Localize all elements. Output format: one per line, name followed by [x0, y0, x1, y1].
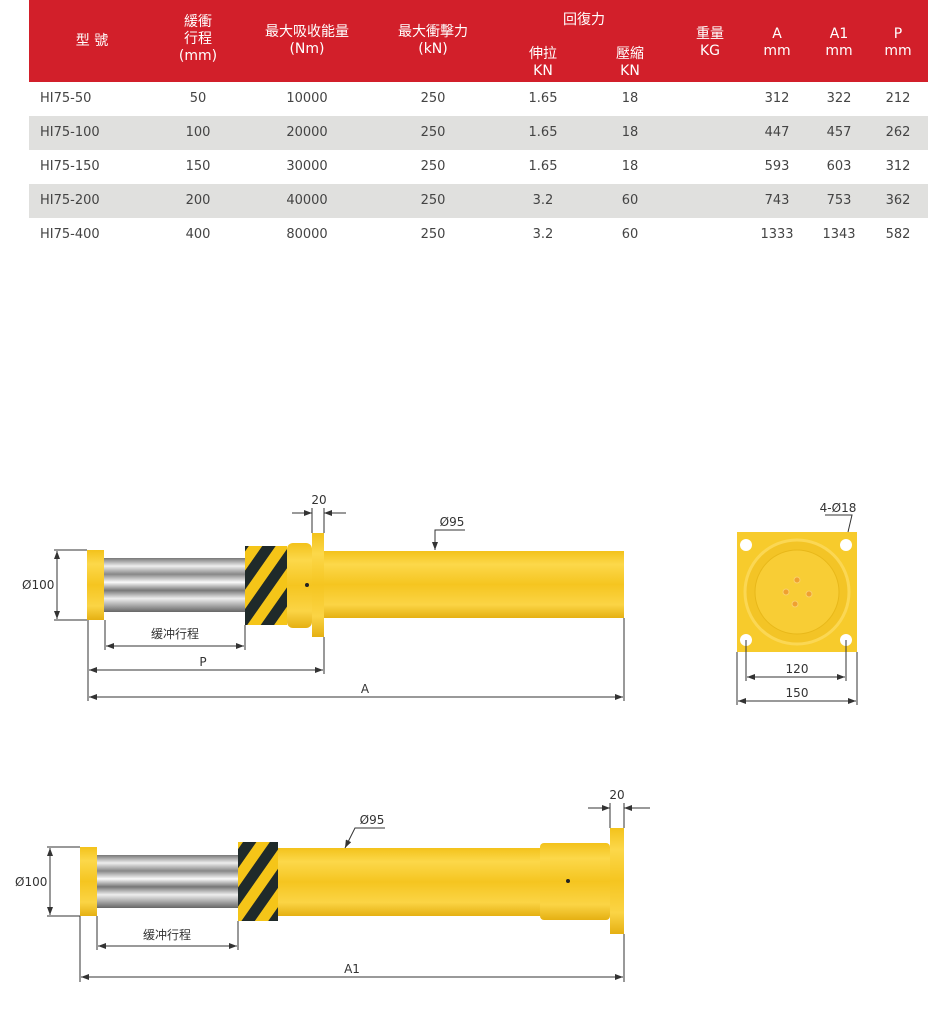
table-row: HI75-100 100 20000 250 1.65 18 447 457 262 [29, 116, 928, 150]
table-cell: 18 [621, 159, 639, 174]
table-cell: 362 [885, 193, 911, 208]
table-cell: 80000 [286, 227, 328, 242]
table-cell: 400 [185, 227, 211, 242]
col-compression: 壓縮 KN [616, 46, 644, 79]
table-cell: 603 [826, 159, 852, 174]
table-cell: 250 [420, 159, 446, 174]
dim-dia100: Ø100 [15, 875, 47, 889]
table-cell: HI75-50 [40, 91, 92, 106]
dim-stroke: 缓冲行程 [151, 626, 199, 641]
col-energy: 最大吸收能量 (Nm) [265, 24, 349, 57]
table-cell: 753 [826, 193, 852, 208]
collar [540, 843, 610, 920]
table-cell: 100 [185, 125, 211, 140]
table-cell: 250 [420, 91, 446, 106]
hazard-stripe-block [245, 546, 287, 625]
dim-stroke: 缓冲行程 [143, 927, 191, 942]
collar [287, 543, 312, 628]
table-cell: 150 [185, 159, 211, 174]
table-cell: 18 [621, 125, 639, 140]
table-row: HI75-400 400 80000 250 3.2 60 1333 1343 582 [29, 218, 928, 252]
table-cell: 200 [185, 193, 211, 208]
flange-view: 4-Ø18 120 150 [736, 501, 858, 705]
col-restoring: 回復力 [563, 12, 605, 28]
dim-a: A [361, 682, 370, 696]
table-cell: 582 [885, 227, 911, 242]
dim-flange: 20 [609, 788, 624, 802]
table-cell: HI75-100 [40, 125, 100, 140]
table-cell: 743 [764, 193, 790, 208]
table-cell: 262 [885, 125, 911, 140]
table-cell: 3.2 [532, 193, 554, 208]
dim-holes: 4-Ø18 [820, 501, 857, 515]
table-cell: HI75-150 [40, 159, 100, 174]
table-cell: 457 [826, 125, 852, 140]
table-cell: 250 [420, 193, 446, 208]
table-cell: HI75-200 [40, 193, 100, 208]
table-cell: 447 [764, 125, 790, 140]
dim-a1: A1 [344, 962, 360, 976]
table-cell: 1.65 [528, 159, 558, 174]
table-cell: 212 [885, 91, 911, 106]
hazard-stripe-block [238, 842, 278, 921]
table-cell: 250 [420, 125, 446, 140]
dim-dia95: Ø95 [360, 813, 385, 827]
table-cell: 322 [826, 91, 852, 106]
dim-p: P [199, 655, 206, 669]
spec-table: 型 號 緩衝 行程 (mm) 最大吸收能量 (Nm) 最大衝擊力 (kN) 回復力 伸拉… [29, 0, 928, 252]
cylinder-tube [324, 551, 624, 618]
table-cell: 18 [621, 91, 639, 106]
table-row: HI75-50 50 10000 250 1.65 18 312 322 212 [29, 82, 928, 116]
table-cell: 593 [764, 159, 790, 174]
table-cell: 20000 [286, 125, 328, 140]
table-row: HI75-200 200 40000 250 3.2 60 743 753 362 [29, 184, 928, 218]
col-weight: 重量 KG [696, 26, 724, 59]
piston-rod [104, 558, 245, 612]
piston-rod [97, 855, 238, 908]
end-cap [80, 847, 97, 916]
table-cell: 30000 [286, 159, 328, 174]
dim-width: 150 [786, 686, 809, 700]
table-cell: 312 [885, 159, 911, 174]
table-cell: 40000 [286, 193, 328, 208]
table-cell: 60 [621, 193, 639, 208]
table-cell: 10000 [286, 91, 328, 106]
table-cell: 60 [621, 227, 639, 242]
cylinder-tube [278, 848, 540, 916]
col-force: 最大衝擊力 (kN) [398, 24, 468, 57]
table-cell: 250 [420, 227, 446, 242]
table-cell: HI75-400 [40, 227, 100, 242]
buffer-drawing-2: Ø100 缓冲行程 A1 20 Ø95 [15, 788, 650, 982]
buffer-drawing-1: Ø100 缓冲行程 P A 20 Ø95 [22, 493, 625, 701]
dim-dia100: Ø100 [22, 578, 54, 592]
table-cell: 312 [764, 91, 790, 106]
end-cap [87, 550, 104, 620]
table-cell: 1333 [760, 227, 794, 242]
table-row: HI75-150 150 30000 250 1.65 18 593 603 312 [29, 150, 928, 184]
table-cell: 1.65 [528, 91, 558, 106]
table-cell: 50 [189, 91, 207, 106]
col-a1: A1 mm [825, 26, 853, 59]
col-model: 型 號 [75, 33, 109, 49]
mount-flange [312, 533, 324, 637]
table-header: 型 號 緩衝 行程 (mm) 最大吸收能量 (Nm) 最大衝擊力 (kN) 回復力 伸拉… [29, 0, 928, 82]
table-cell: 1343 [822, 227, 856, 242]
col-stroke: 緩衝 行程 (mm) [178, 14, 218, 64]
dim-pitch: 120 [786, 662, 809, 676]
dim-flange: 20 [311, 493, 326, 507]
col-tension: 伸拉 KN [529, 46, 557, 79]
mount-flange [610, 828, 624, 934]
table-cell: 3.2 [532, 227, 554, 242]
dim-dia95: Ø95 [440, 515, 465, 529]
table-cell: 1.65 [528, 125, 558, 140]
